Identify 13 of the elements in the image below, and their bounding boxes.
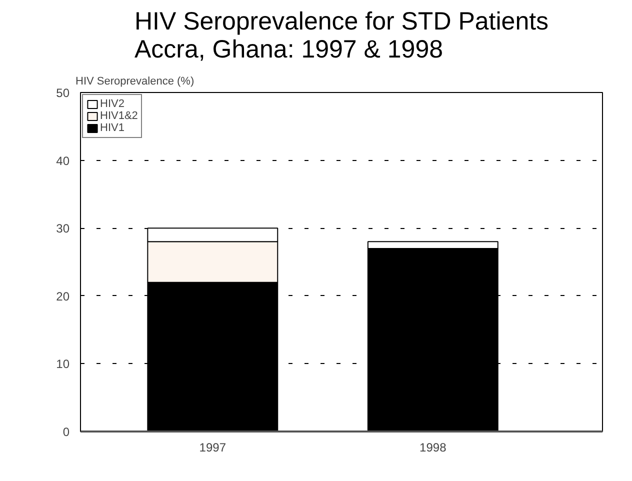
legend-label: HIV2 (100, 98, 124, 110)
x-tick-label: 1997 (199, 440, 226, 454)
y-tick-label: 20 (56, 289, 70, 304)
y-tick-label: 30 (56, 222, 70, 236)
y-tick-label: 0 (62, 425, 70, 439)
y-tick-label: 40 (56, 154, 70, 168)
y-tick-label: 10 (56, 357, 70, 372)
x-tick-label: 1998 (420, 440, 447, 454)
legend-label: HIV1 (100, 122, 124, 134)
y-tick-label: 50 (56, 86, 70, 100)
y-axis-title: HIV Seroprevalence (%) (76, 76, 194, 88)
chart-title: HIV Seroprevalence for STD Patients Accra, Ghana: 1997 & 1998 (134, 8, 549, 64)
legend-label: HIV1&2 (100, 110, 138, 122)
